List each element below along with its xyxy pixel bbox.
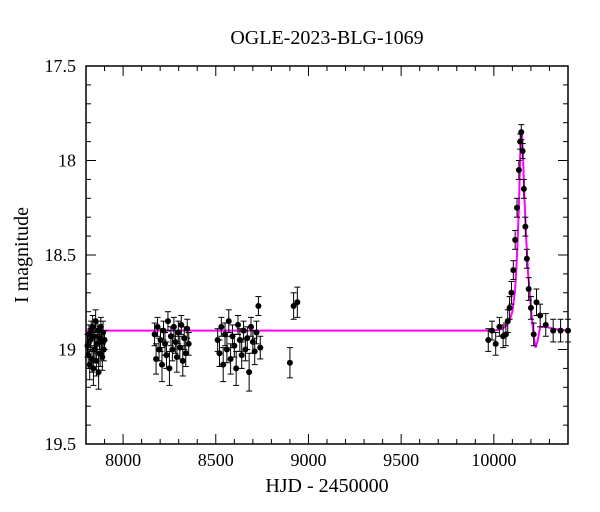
- svg-text:18.5: 18.5: [45, 245, 77, 265]
- chart-title: OGLE-2023-BLG-1069: [230, 27, 423, 49]
- svg-text:10000: 10000: [471, 450, 516, 470]
- svg-text:18: 18: [58, 151, 76, 171]
- x-axis-label: HJD - 2450000: [265, 475, 388, 497]
- svg-text:9500: 9500: [383, 450, 419, 470]
- y-axis-label: I magnitude: [11, 207, 33, 303]
- svg-text:9000: 9000: [290, 450, 326, 470]
- svg-text:8500: 8500: [198, 450, 234, 470]
- svg-text:19.5: 19.5: [45, 434, 77, 454]
- light-curve-chart: 8000 8500 9000 9500 10000 17.5 18 18.5 19 19.5 OG…: [0, 0, 600, 512]
- svg-text:19: 19: [58, 340, 76, 360]
- svg-text:17.5: 17.5: [45, 56, 77, 76]
- plot-area: [86, 66, 568, 444]
- svg-text:8000: 8000: [105, 450, 141, 470]
